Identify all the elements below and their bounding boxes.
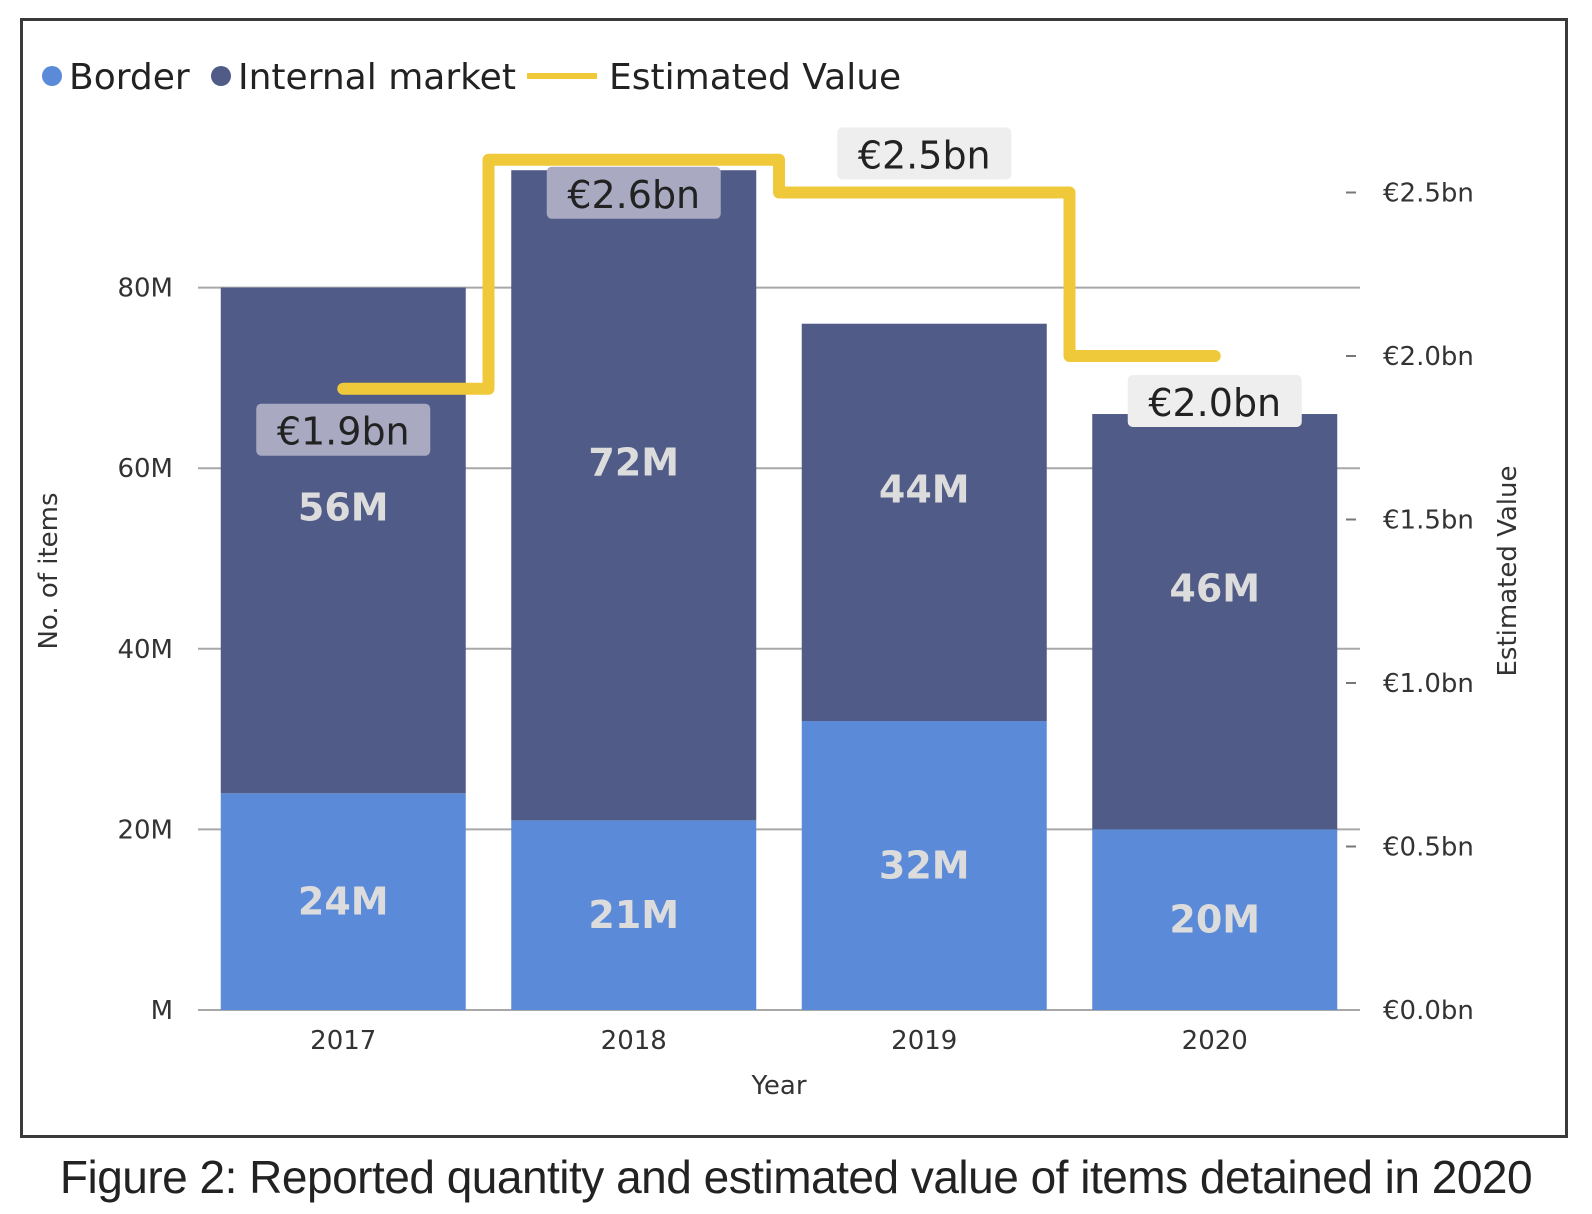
bar-value-label: 56M (298, 485, 389, 529)
y2-tick-label: €0.5bn (1383, 833, 1474, 863)
legend-marker-internal-market (211, 66, 231, 86)
x-tick-label: 2020 (1182, 1026, 1248, 1056)
bar-internal-market (1092, 414, 1338, 830)
bar-value-label: 72M (588, 440, 679, 484)
y2-tick-label: €1.0bn (1383, 669, 1474, 699)
x-tick-label: 2019 (891, 1026, 957, 1056)
y-tick-label: 20M (117, 815, 173, 845)
y2-tick-label: €2.0bn (1383, 342, 1474, 372)
bar-value-label: 32M (879, 844, 970, 888)
y-tick-label: 40M (117, 635, 173, 665)
line-value-label-box (1127, 375, 1302, 427)
bar-border (801, 721, 1047, 1010)
bar-value-label: 44M (879, 467, 970, 511)
y-axis-title: No. of items (34, 492, 64, 649)
legend-label-border: Border (69, 57, 190, 98)
bar-value-label: 20M (1169, 898, 1260, 942)
line-value-label-box (837, 127, 1012, 180)
legend-marker-border (42, 66, 62, 86)
line-value-label-box (546, 166, 721, 219)
line-value-label: €2.0bn (1148, 381, 1281, 425)
line-value-label-box (256, 403, 431, 456)
y2-tick-label: €0.0bn (1383, 996, 1474, 1026)
bar-internal-market (511, 170, 757, 821)
x-tick-label: 2018 (601, 1026, 667, 1056)
y-tick-label: 60M (117, 454, 173, 484)
legend-label-estimated-value: Estimated Value (609, 57, 901, 98)
x-axis-title: Year (750, 1071, 806, 1101)
y2-axis-title: Estimated Value (1493, 465, 1523, 676)
x-tick-label: 2017 (310, 1026, 376, 1056)
line-value-label: €2.6bn (567, 173, 700, 217)
estimated-value-line (337, 153, 1221, 395)
figure-caption: Figure 2: Reported quantity and estimate… (59, 1151, 1533, 1203)
bar-value-label: 24M (298, 880, 389, 924)
y2-tick-label: €2.5bn (1383, 179, 1474, 209)
y-tick-label: M (151, 996, 173, 1026)
bar-value-label: 46M (1169, 567, 1260, 611)
chart-frame: M 20M 40M 60M 80M €0.0bn €0.5bn €1.0bn €1.5bn €2.… (20, 18, 1568, 1138)
bar-value-label: 21M (588, 893, 679, 937)
chart-canvas: M 20M 40M 60M 80M €0.0bn €0.5bn €1.0bn €1.5bn €2.… (34, 57, 1523, 1101)
legend-label-internal-market: Internal market (238, 57, 516, 98)
bar-internal-market (801, 323, 1047, 722)
y-tick-label: 80M (117, 274, 173, 304)
bar-border (1092, 829, 1338, 1010)
line-value-label: €1.9bn (277, 410, 410, 454)
y2-tick-label: €1.5bn (1383, 506, 1474, 536)
bar-border (511, 820, 757, 1010)
bar-internal-market (220, 287, 466, 794)
bar-border (220, 793, 466, 1010)
line-value-label: €2.5bn (858, 134, 991, 178)
